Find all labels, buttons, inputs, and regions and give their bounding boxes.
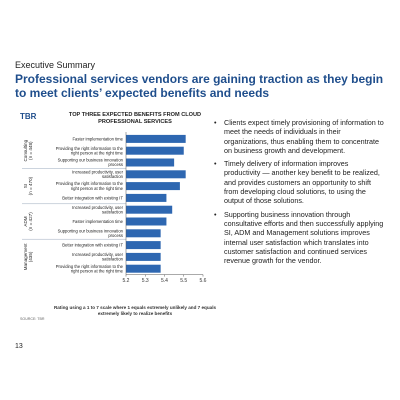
bar [126,229,161,238]
x-tick-label: 5.4 [161,278,168,284]
bar-label: Faster implementation time [72,219,123,224]
page-number: 13 [15,343,23,350]
bar [126,146,184,155]
x-tick-label: 5.6 [200,278,207,284]
x-tick-label: 5.2 [123,278,130,284]
bar-label: Faster implementation time [72,136,123,141]
bar [126,170,186,179]
bar-label: Increased productivity, user satisfaction [72,205,124,215]
group-label: Management(435) [23,243,33,271]
bar-label: Increased productivity, user satisfaction [72,252,124,262]
bullet-item: Clients expect timely provisioning of in… [214,118,384,155]
bar [126,182,180,191]
bullet-item: Supporting business innovation through c… [214,210,384,266]
chart-title: TOP THREE EXPECTED BENEFITS FROM CLOUD P… [68,112,202,125]
bar-label: Providing the right information to the ri… [56,146,124,156]
bullet-item: Timely delivery of information improves … [214,159,384,205]
x-axis-label: Rating using a 1 to 7 scale where 1 equa… [53,305,217,316]
bar-label: Supporting our business innovation proces… [58,228,124,238]
tbr-logo: TBR [20,112,37,121]
x-tick-label: 5.3 [142,278,149,284]
bar [126,252,161,261]
group-label: SI(n = 470) [23,176,33,195]
bar-label: Providing the right information to the ri… [56,264,124,274]
bar-label: Better integration with existing IT [62,195,123,200]
page-title: Professional services vendors are gainin… [15,72,384,100]
bar [126,158,175,167]
bar [126,205,173,214]
bar [126,241,161,250]
source-note: SOURCE: TBR [20,317,45,321]
bar [126,193,167,202]
section-label: Executive Summary [15,60,96,70]
group-label: ADM(n = 427) [23,212,33,231]
bullet-list: Clients expect timely provisioning of in… [214,118,384,269]
bar-label: Increased productivity, user satisfaction [72,169,124,179]
bar-label: Providing the right information to the ri… [56,181,124,191]
x-tick-label: 5.5 [180,278,187,284]
bar-label: Supporting our business innovation proces… [58,158,124,168]
bar [126,217,167,226]
group-label: Consulting(n = 448) [23,139,33,161]
bar-label: Better integration with existing IT [62,243,123,248]
bar [126,264,161,273]
bar [126,134,186,143]
